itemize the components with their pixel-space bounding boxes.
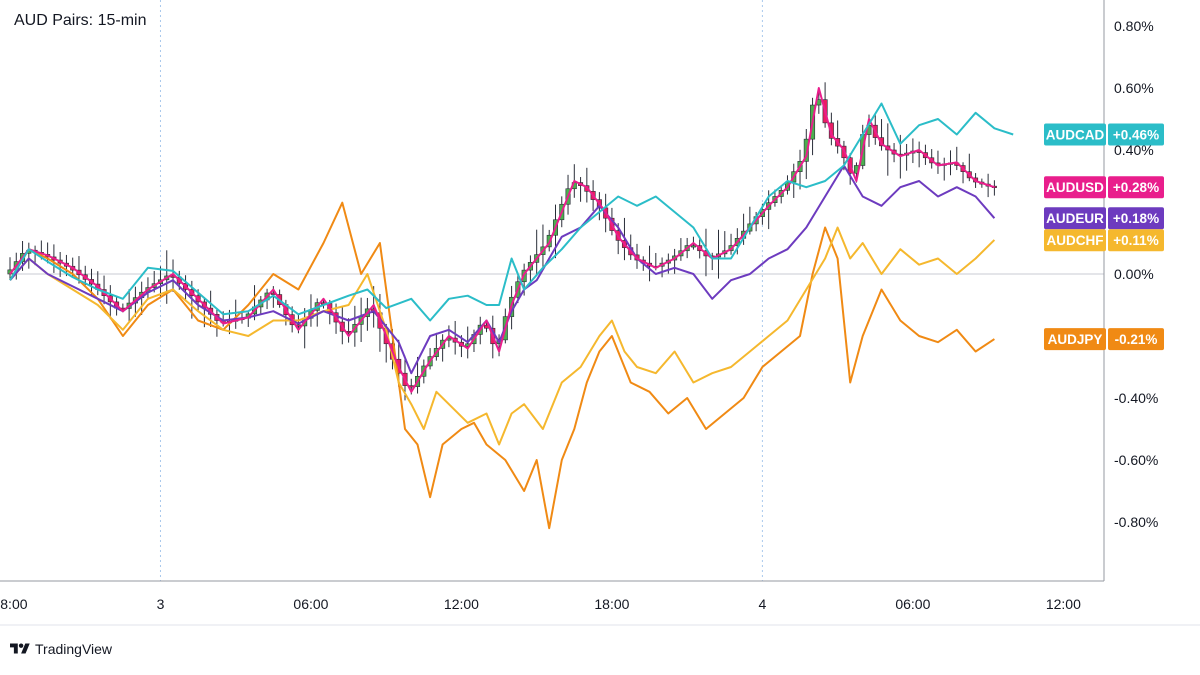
x-tick-label: 12:00 bbox=[1046, 596, 1081, 612]
series-value-box bbox=[1108, 229, 1164, 252]
series-name-label: AUDCAD bbox=[1046, 128, 1105, 143]
series-badge-audeur: AUDEUR +0.18% bbox=[1044, 207, 1164, 230]
series-value-box bbox=[1108, 207, 1164, 230]
x-tick-label: 06:00 bbox=[895, 596, 930, 612]
series-value-box bbox=[1108, 328, 1164, 351]
series-badge-audjpy: AUDJPY -0.21% bbox=[1044, 328, 1164, 351]
y-tick-label: -0.40% bbox=[1114, 390, 1158, 406]
series-name-box bbox=[1044, 328, 1106, 351]
series-line-audjpy bbox=[9, 201, 995, 530]
chart-title: AUD Pairs: 15-min bbox=[14, 12, 147, 29]
series-value-box bbox=[1108, 123, 1164, 146]
y-tick-label: -0.60% bbox=[1114, 452, 1158, 468]
series-line-audusd bbox=[9, 87, 995, 393]
series-name-label: AUDEUR bbox=[1046, 211, 1104, 226]
series-badge-audusd: AUDUSD +0.28% bbox=[1044, 176, 1164, 199]
brand-name: TradingView bbox=[35, 641, 113, 657]
y-tick-label: 0.40% bbox=[1114, 142, 1154, 158]
x-tick-label: 4 bbox=[759, 596, 767, 612]
series-value-label: +0.46% bbox=[1113, 128, 1159, 143]
series-line-audcad bbox=[9, 102, 1014, 322]
tradingview-logo-icon bbox=[10, 643, 30, 654]
series-name-label: AUDCHF bbox=[1047, 233, 1104, 248]
series-value-label: +0.18% bbox=[1113, 211, 1159, 226]
x-tick-label: 12:00 bbox=[444, 596, 479, 612]
series-line-audeur bbox=[9, 164, 996, 375]
series-name-box bbox=[1044, 229, 1106, 252]
audusd-candles bbox=[7, 82, 997, 401]
series-badge-audcad: AUDCAD +0.46% bbox=[1044, 123, 1164, 146]
y-tick-label: 0.80% bbox=[1114, 18, 1154, 34]
candle-body bbox=[690, 245, 696, 248]
series-value-label: -0.21% bbox=[1115, 332, 1158, 347]
y-tick-label: 0.00% bbox=[1114, 266, 1154, 282]
x-tick-label: 18:00 bbox=[0, 596, 28, 612]
series-badge-audchf: AUDCHF +0.11% bbox=[1044, 229, 1164, 252]
time-axis[interactable]: 18:00 3 06:00 12:00 18:00 4 06:00 12:00 bbox=[0, 596, 1081, 612]
series-name-box bbox=[1044, 123, 1106, 146]
tradingview-brand[interactable]: TradingView bbox=[10, 641, 112, 657]
x-tick-label: 3 bbox=[157, 596, 165, 612]
x-tick-label: 18:00 bbox=[594, 596, 629, 612]
series-value-label: +0.28% bbox=[1113, 180, 1159, 195]
series-value-label: +0.11% bbox=[1113, 233, 1158, 248]
series-name-box bbox=[1044, 176, 1106, 199]
series-line-audchf bbox=[9, 226, 996, 446]
day-separators bbox=[159, 0, 763, 581]
series-lines bbox=[9, 87, 1014, 530]
series-name-label: AUDUSD bbox=[1046, 180, 1104, 195]
series-labels: AUDCAD +0.46% AUDUSD +0.28% AUDEUR +0.18% AUDC… bbox=[1044, 123, 1164, 351]
price-axis[interactable]: 0.80% 0.60% 0.40% 0.00% -0.40% -0.60% -0.80% bbox=[1114, 18, 1158, 530]
y-tick-label: 0.60% bbox=[1114, 80, 1154, 96]
candle-body bbox=[803, 138, 809, 162]
y-tick-label: -0.80% bbox=[1114, 514, 1158, 530]
series-name-label: AUDJPY bbox=[1048, 332, 1103, 347]
series-value-box bbox=[1108, 176, 1164, 199]
x-tick-label: 06:00 bbox=[293, 596, 328, 612]
series-name-box bbox=[1044, 207, 1106, 230]
